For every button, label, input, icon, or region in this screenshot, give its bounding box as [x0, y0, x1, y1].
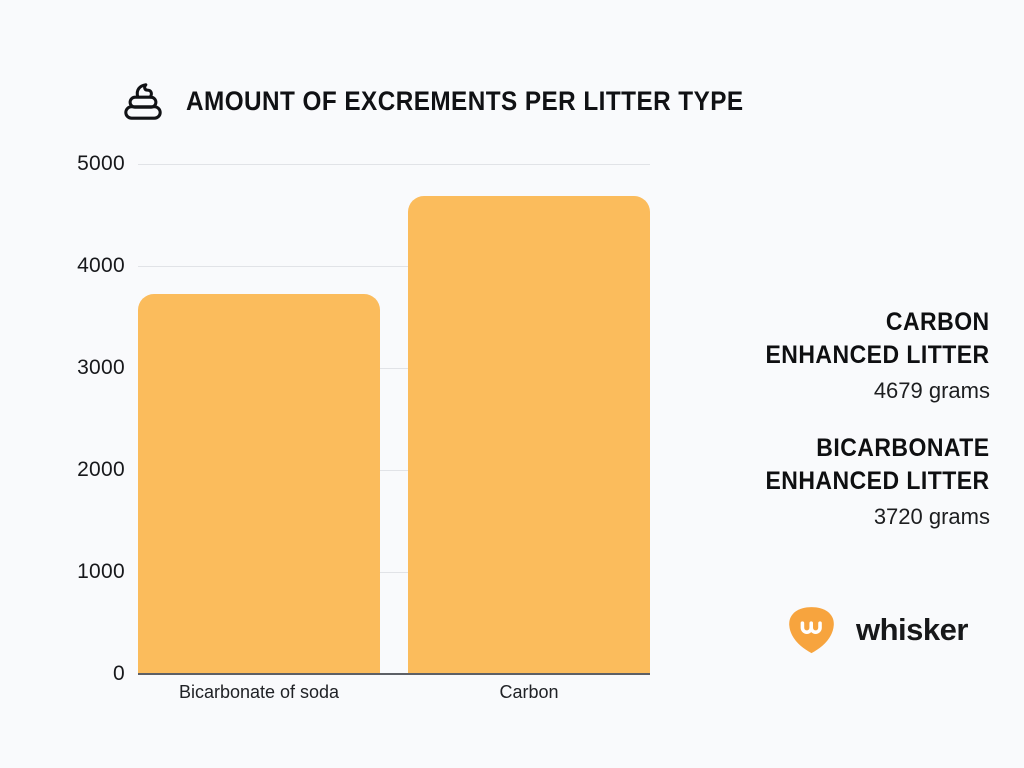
x-axis-line: [138, 673, 650, 675]
gridline-3000: [138, 368, 650, 369]
brand: whisker: [784, 602, 968, 658]
x-label-carbon: Carbon: [499, 682, 559, 702]
annotation-carbon: Carbon Enhanced litter 4679 grams: [746, 306, 990, 407]
gridline-5000: [138, 164, 650, 165]
gridline-4000: [138, 266, 650, 267]
y-tick-label-3000: 3000: [77, 356, 125, 379]
gridline-1000: [138, 572, 650, 573]
page-title: Amount of excrements per litter type: [186, 85, 744, 116]
annotations: Carbon Enhanced litter 4679 grams Bicarb…: [746, 306, 990, 558]
annotation-value: 4679 grams: [873, 378, 990, 403]
annotation-title-line: Enhanced litter: [765, 341, 990, 369]
bar-bicarbonate-of-soda: [138, 293, 380, 673]
header: Amount of excrements per litter type: [122, 80, 806, 122]
annotation-title-line: Bicarbonate: [816, 434, 990, 462]
y-tick-label-4000: 4000: [77, 254, 125, 277]
plot-area: Bicarbonate of soda Carbon: [138, 164, 650, 702]
poop-icon: [122, 80, 164, 122]
x-label-bicarbonate-of-soda: Bicarbonate of soda: [178, 682, 340, 702]
y-tick-label-2000: 2000: [77, 458, 125, 481]
annotation-title-line: Carbon: [886, 308, 990, 336]
y-tick-label-5000: 5000: [77, 152, 125, 175]
annotation-title-line: Enhanced litter: [765, 467, 990, 495]
bar-carbon: [408, 195, 650, 673]
gridline-2000: [138, 470, 650, 471]
y-tick-label-1000: 1000: [77, 560, 125, 583]
brand-wordmark: whisker: [856, 612, 968, 647]
y-tick-label-0: 0: [113, 662, 125, 685]
y-axis: 0 1000 2000 3000 4000 5000: [20, 152, 125, 685]
annotation-bicarbonate: Bicarbonate Enhanced litter 3720 grams: [746, 432, 990, 533]
whisker-logo-icon: [784, 602, 839, 658]
annotation-value: 3720 grams: [873, 504, 990, 529]
